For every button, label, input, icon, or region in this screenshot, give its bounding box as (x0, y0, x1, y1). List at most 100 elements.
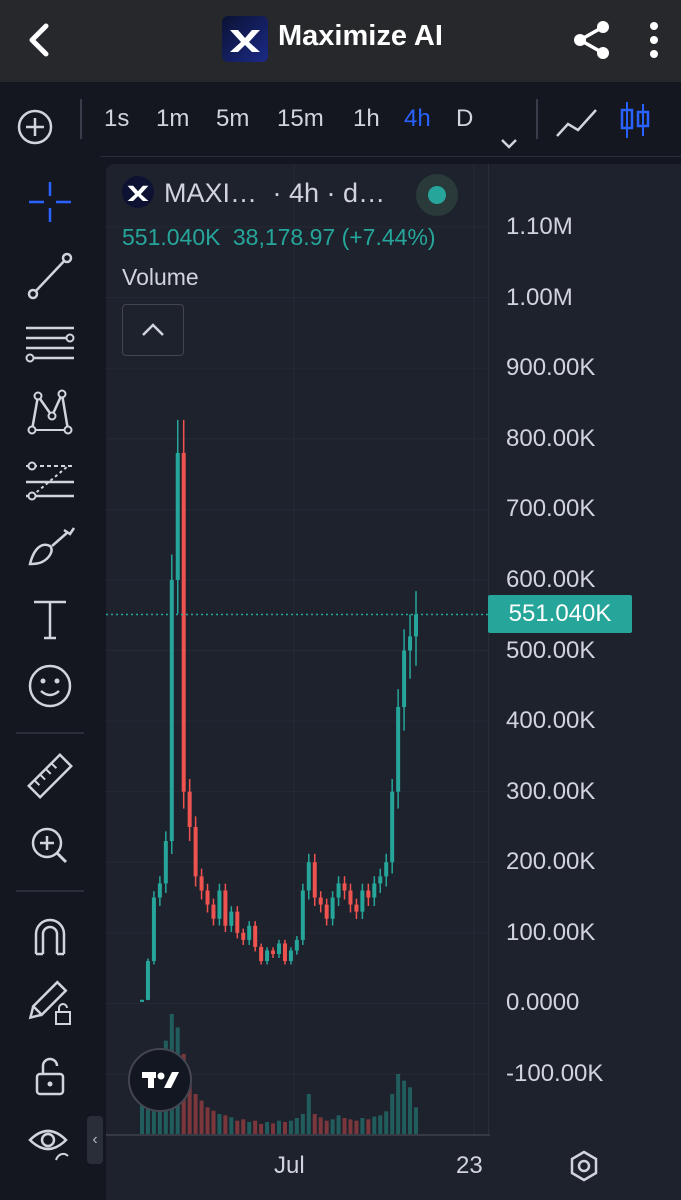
candle-body (181, 452, 186, 792)
zoom-in-tool-button[interactable] (16, 816, 84, 876)
volume-bar (205, 1107, 210, 1134)
candle-body (163, 841, 168, 884)
volume-bar (366, 1119, 371, 1134)
brush-icon (28, 527, 76, 566)
lock-drawings-tool-button[interactable] (16, 974, 84, 1034)
candle-body (300, 890, 305, 940)
pattern-tool-button[interactable] (16, 382, 84, 442)
candle-body (151, 897, 156, 962)
line-chart-type-button[interactable] (554, 100, 600, 140)
tools-divider (16, 732, 84, 734)
trend-line-tool-button[interactable] (16, 246, 84, 306)
measure-tool-button[interactable] (16, 746, 84, 806)
volume-bar (342, 1118, 347, 1134)
price-axis-label: 400.00K (506, 707, 596, 735)
candle-body (414, 614, 418, 637)
interval-4h[interactable]: 4h (404, 105, 431, 132)
candle-body (229, 911, 234, 926)
interval-1s[interactable]: 1s (104, 105, 130, 132)
fib-retracement-tool-button[interactable] (16, 314, 84, 374)
pencil-lock-icon (28, 980, 71, 1025)
price-axis-label: 800.00K (506, 424, 596, 452)
candle-body (384, 862, 389, 877)
volume-bar (318, 1117, 323, 1134)
chart-pane[interactable]: MAXI… · 4h · d… 551.040K 38,178.97 (+7.4… (106, 164, 681, 1200)
volume-bar (378, 1115, 383, 1134)
candle-body (140, 999, 144, 1002)
interval-15m[interactable]: 15m (277, 105, 324, 132)
last-price-tag: 551.040K (488, 595, 632, 634)
arrow-left-icon (29, 23, 49, 57)
brush-tool-button[interactable] (16, 518, 84, 578)
toolbar-divider (536, 99, 538, 139)
price-axis-label: 1.00M (506, 283, 573, 311)
candle-body (205, 890, 210, 905)
volume-bar (396, 1074, 401, 1134)
candle-body (354, 904, 359, 912)
plus-circle-icon (17, 109, 53, 145)
volume-bar (300, 1114, 305, 1134)
chart-settings-button[interactable] (566, 1148, 602, 1184)
collapse-tools-handle[interactable]: ‹ (87, 1116, 103, 1164)
tradingview-logo[interactable] (128, 1048, 192, 1112)
forecast-tool-button[interactable] (16, 452, 84, 512)
app-logo (222, 16, 268, 62)
add-symbol-button[interactable] (16, 102, 54, 145)
tradingview-logo-icon (142, 1072, 179, 1088)
vertical-dots-icon (650, 22, 658, 58)
price-axis-label: 600.00K (506, 565, 596, 593)
volume-bar (372, 1116, 377, 1134)
candle-body (288, 950, 293, 962)
maximize-logo-icon (230, 30, 260, 52)
zoom-in-icon (31, 827, 68, 864)
candle-body (217, 890, 222, 919)
volume-bar (211, 1110, 216, 1134)
back-button[interactable] (18, 20, 58, 60)
volume-bar (265, 1122, 270, 1134)
volume-bar (187, 1074, 192, 1134)
legend-price: 551.040K (122, 224, 221, 250)
volume-bar (217, 1114, 222, 1134)
text-tool-button[interactable] (16, 590, 84, 650)
volume-bar (277, 1120, 281, 1134)
volume-bar (360, 1118, 365, 1134)
hide-drawings-tool-button[interactable] (16, 1114, 84, 1174)
interval-5m[interactable]: 5m (216, 105, 250, 132)
volume-bar (199, 1100, 204, 1134)
interval-1m[interactable]: 1m (156, 105, 190, 132)
share-button[interactable] (570, 18, 614, 62)
market-status-indicator[interactable] (416, 174, 458, 216)
candle-body (247, 925, 252, 940)
interval-1h[interactable]: 1h (353, 105, 380, 132)
symbol-legend[interactable]: MAXI… · 4h · d… (122, 175, 385, 211)
price-axis-label: 200.00K (506, 848, 596, 876)
interval-dropdown-button[interactable] (498, 110, 520, 149)
volume-bar (241, 1119, 246, 1134)
magnet-tool-button[interactable] (16, 906, 84, 966)
volume-bar (384, 1111, 389, 1134)
candle-body (306, 862, 311, 891)
candle-body (241, 932, 246, 940)
volume-bar (247, 1122, 252, 1134)
candle-body (348, 890, 353, 905)
candle-body (342, 883, 347, 891)
horizontal-lines-icon (25, 326, 75, 363)
more-options-button[interactable] (640, 18, 668, 62)
time-axis-border (106, 1134, 490, 1136)
candles-chart-type-button[interactable] (618, 98, 652, 142)
volume-bar (282, 1122, 287, 1134)
symbol-logo (122, 175, 154, 208)
candle-body (223, 890, 228, 926)
share-icon (574, 21, 609, 59)
volume-bar (336, 1115, 341, 1134)
interval-d[interactable]: D (456, 105, 474, 132)
crosshair-tool-button[interactable] (16, 172, 84, 232)
lock-all-tool-button[interactable] (16, 1046, 84, 1106)
toolbar-divider (80, 99, 82, 139)
candle-body (193, 826, 198, 877)
volume-indicator-label[interactable]: Volume (122, 264, 199, 290)
collapse-legend-button[interactable] (122, 304, 184, 356)
price-axis-label: -100.00K (506, 1060, 604, 1087)
emoji-tool-button[interactable] (16, 656, 84, 716)
candle-body (396, 706, 401, 792)
